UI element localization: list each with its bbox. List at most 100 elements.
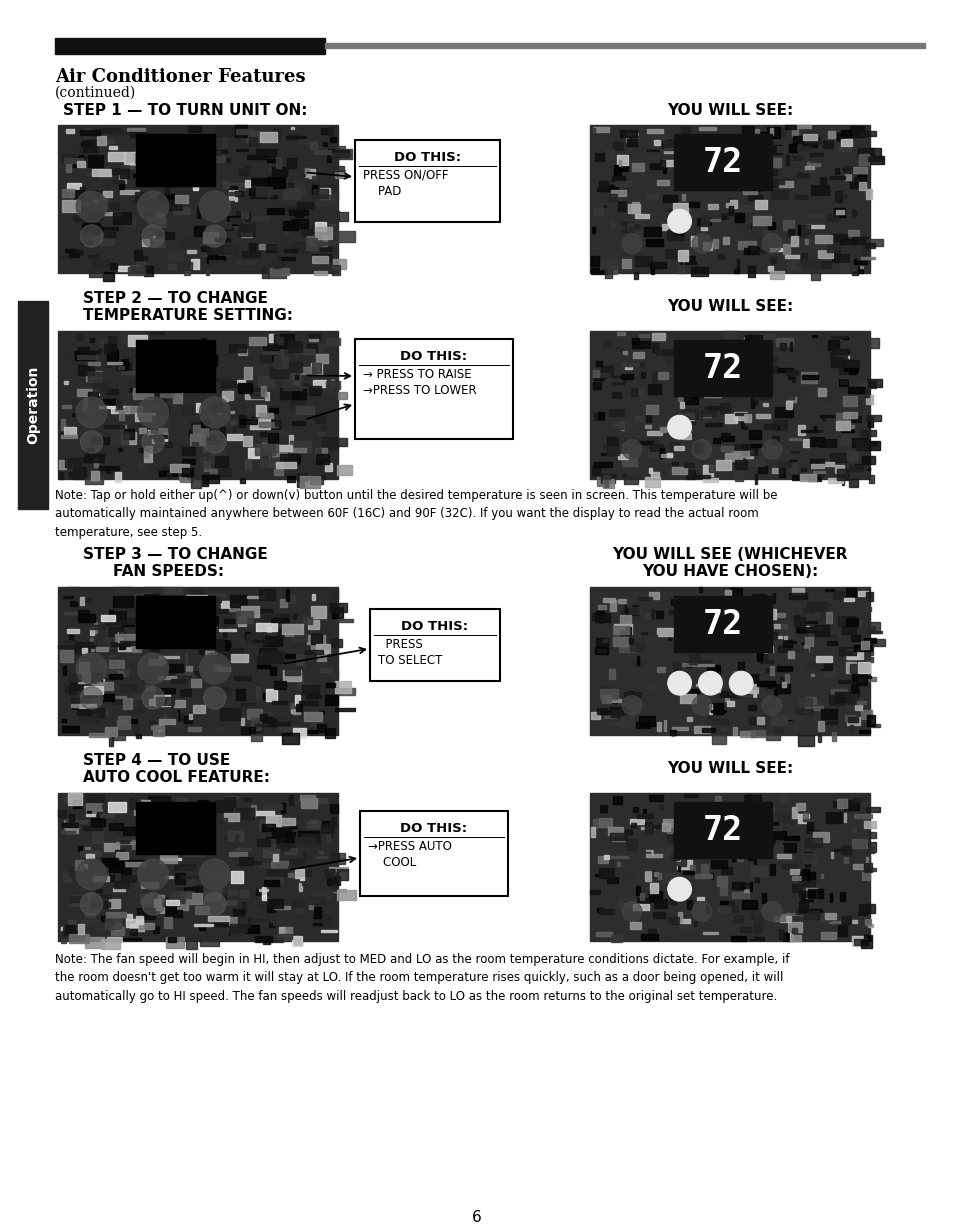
Bar xyxy=(766,685,772,688)
Bar xyxy=(721,621,731,626)
Bar xyxy=(860,868,876,871)
Bar xyxy=(747,930,752,938)
Bar xyxy=(118,366,124,368)
Bar xyxy=(185,618,193,620)
Bar xyxy=(148,217,166,226)
Bar xyxy=(217,653,225,661)
Bar xyxy=(648,468,652,473)
Bar xyxy=(61,927,65,930)
Bar xyxy=(785,912,801,915)
Bar xyxy=(822,141,832,147)
Bar xyxy=(842,368,857,371)
Bar xyxy=(668,225,684,231)
Bar xyxy=(598,868,614,878)
Bar xyxy=(178,251,183,259)
Bar xyxy=(295,705,302,711)
Bar xyxy=(80,597,84,605)
Bar xyxy=(820,262,830,268)
Bar xyxy=(257,840,270,846)
Bar xyxy=(92,645,96,655)
Bar xyxy=(674,884,678,887)
Bar xyxy=(69,142,82,150)
Bar xyxy=(825,603,830,607)
Bar xyxy=(305,222,311,228)
Bar xyxy=(200,670,211,674)
Bar xyxy=(215,378,230,381)
Bar xyxy=(242,903,246,912)
Bar xyxy=(294,938,302,946)
Bar xyxy=(708,705,711,713)
Bar xyxy=(753,828,766,839)
Bar xyxy=(184,268,190,275)
Bar xyxy=(119,840,129,842)
Bar xyxy=(710,861,726,868)
Bar xyxy=(745,451,753,458)
Bar xyxy=(700,360,716,365)
Bar xyxy=(329,126,333,135)
Bar xyxy=(614,839,618,842)
Bar xyxy=(846,694,857,705)
Bar xyxy=(830,357,842,367)
Bar xyxy=(730,905,737,912)
Bar xyxy=(614,165,620,174)
Bar xyxy=(858,382,876,388)
Bar xyxy=(837,133,842,140)
Bar xyxy=(174,878,194,885)
Bar xyxy=(626,599,630,607)
Bar xyxy=(166,176,179,183)
Bar xyxy=(102,858,118,866)
Bar xyxy=(182,458,194,464)
Bar xyxy=(96,382,105,393)
Bar xyxy=(210,453,225,463)
Bar xyxy=(79,614,94,621)
Bar xyxy=(150,642,154,650)
Bar xyxy=(595,361,601,366)
Bar xyxy=(678,265,683,273)
Bar xyxy=(238,225,254,236)
Bar xyxy=(138,142,152,145)
Bar xyxy=(630,661,643,666)
Bar xyxy=(152,797,171,802)
Bar xyxy=(331,379,334,387)
Bar xyxy=(802,141,816,147)
Text: STEP 4 — TO USE: STEP 4 — TO USE xyxy=(83,753,230,768)
Bar xyxy=(639,716,654,726)
Bar xyxy=(851,237,867,243)
Bar xyxy=(800,373,805,378)
Bar xyxy=(637,814,653,818)
Bar xyxy=(136,149,153,158)
Bar xyxy=(838,147,850,151)
Bar xyxy=(704,422,721,426)
Bar xyxy=(131,162,151,168)
Bar xyxy=(807,889,822,898)
Bar xyxy=(160,818,168,829)
Bar xyxy=(130,801,140,809)
Bar xyxy=(66,824,77,833)
Bar xyxy=(860,156,865,165)
Bar xyxy=(810,464,823,468)
Bar xyxy=(737,662,743,672)
Bar xyxy=(270,937,283,942)
Bar xyxy=(845,650,862,659)
Bar xyxy=(829,695,843,705)
Bar xyxy=(702,685,720,688)
Bar xyxy=(121,332,135,338)
Bar xyxy=(832,349,849,351)
Bar xyxy=(125,217,134,226)
Bar xyxy=(166,937,184,948)
Bar xyxy=(865,623,879,632)
Bar xyxy=(127,381,134,392)
Bar xyxy=(179,478,186,480)
Bar xyxy=(611,392,620,398)
Bar xyxy=(784,255,798,258)
Bar xyxy=(805,830,817,833)
Bar xyxy=(204,468,212,472)
Bar xyxy=(295,836,314,845)
Bar xyxy=(183,716,193,723)
Bar xyxy=(645,414,651,422)
Bar xyxy=(806,604,809,607)
Bar xyxy=(239,478,244,483)
Bar xyxy=(314,416,324,422)
Bar xyxy=(223,837,239,844)
Bar xyxy=(297,139,309,144)
